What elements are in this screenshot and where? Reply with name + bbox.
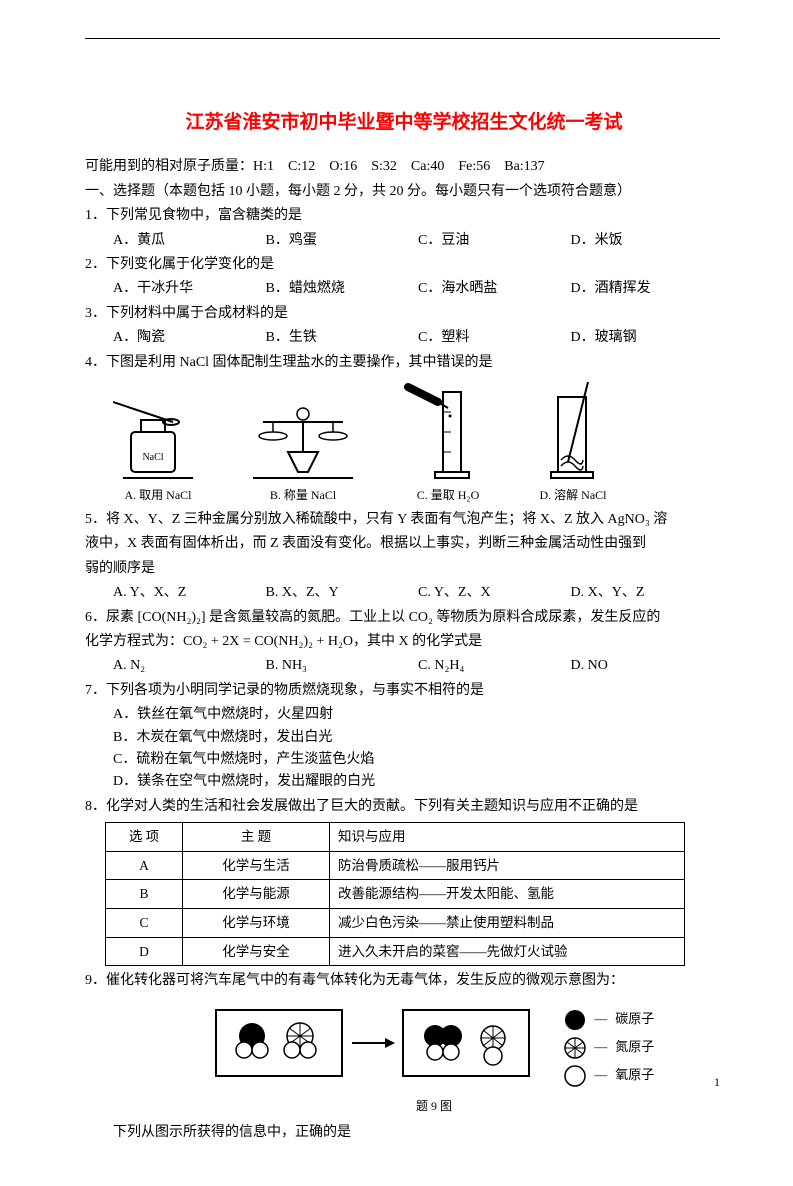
filled-circle-icon [564, 1009, 586, 1031]
q2-opt-a: A．干冰升华 [113, 278, 266, 300]
legend-carbon: —碳原子 [564, 1009, 654, 1031]
q4-cap-a: A. 取用 NaCl [113, 486, 203, 505]
q4-stem: 4．下图是利用 NaCl 固体配制生理盐水的主要操作，其中错误的是 [85, 352, 723, 374]
q2-stem: 2．下列变化属于化学变化的是 [85, 254, 723, 276]
exam-page: 江苏省淮安市初中毕业暨中等学校招生文化统一考试 可能用到的相对原子质量：H:1 … [0, 0, 793, 1186]
q5-opt-b: B. X、Z、Y [266, 582, 419, 604]
q9-figure: —碳原子 —氮原子 —氧原子 题 9 图 [145, 1003, 723, 1116]
legend-carbon-label: 碳原子 [615, 1009, 654, 1030]
q4-cap-b: B. 称量 NaCl [243, 486, 363, 505]
q7-stem: 7．下列各项为小明同学记录的物质燃烧现象，与事实不相符的是 [85, 680, 723, 702]
q2-opt-c: C．海水晒盐 [418, 278, 571, 300]
empty-circle-icon [564, 1065, 586, 1087]
q4-fig-c: C. 量取 H₂O [403, 382, 493, 505]
q2-opt-b: B．蜡烛燃烧 [266, 278, 419, 300]
q6-opt-c: C. N₂H₄ [418, 655, 571, 677]
q8-r0c2: 防治骨质疏松——服用钙片 [330, 851, 685, 880]
q8-r1c1: 化学与能源 [183, 880, 330, 909]
q5-opt-a: A. Y、X、Z [113, 582, 266, 604]
graduated-cylinder-dropper-icon [403, 382, 493, 482]
q7-sub-d: D．镁条在空气中燃烧时，发出耀眼的白光 [113, 771, 723, 793]
q6-opt-d: D. NO [571, 655, 724, 677]
q6-opt-b: B. NH₃ [266, 655, 419, 677]
q8-r3c0: D [106, 937, 183, 966]
q8-head-1: 主 题 [183, 823, 330, 852]
q1-opt-a: A．黄瓜 [113, 230, 266, 252]
q6-opt-a: A. N₂ [113, 655, 266, 677]
q5-options: A. Y、X、Z B. X、Z、Y C. Y、Z、X D. X、Y、Z [113, 582, 723, 604]
hatched-circle-icon [564, 1037, 586, 1059]
q5-opt-c: C. Y、Z、X [418, 582, 571, 604]
q4-fig-b: B. 称量 NaCl [243, 392, 363, 505]
page-number: 1 [714, 1073, 720, 1092]
table-row: D 化学与安全 进入久未开启的菜窖——先做灯火试验 [106, 937, 685, 966]
q5-stem-1: 5．将 X、Y、Z 三种金属分别放入稀硫酸中，只有 Y 表面有气泡产生；将 X、… [85, 509, 723, 531]
table-row: B 化学与能源 改善能源结构——开发太阳能、氢能 [106, 880, 685, 909]
q8-r3c2: 进入久未开启的菜窖——先做灯火试验 [330, 937, 685, 966]
product-box-icon [401, 1008, 531, 1088]
q1-opt-d: D．米饭 [571, 230, 724, 252]
exam-title: 江苏省淮安市初中毕业暨中等学校招生文化统一考试 [85, 108, 723, 138]
q6-stem-1: 6．尿素 [CO(NH₂)₂] 是含氮量较高的氮肥。工业上以 CO₂ 等物质为原… [85, 607, 723, 629]
legend-nitrogen-label: 氮原子 [615, 1037, 654, 1058]
q1-stem: 1．下列常见食物中，富含糖类的是 [85, 205, 723, 227]
q3-opt-a: A．陶瓷 [113, 327, 266, 349]
q7-sub-c: C．硫粉在氧气中燃烧时，产生淡蓝色火焰 [113, 749, 723, 771]
q8-r0c0: A [106, 851, 183, 880]
table-row: A 化学与生活 防治骨质疏松——服用钙片 [106, 851, 685, 880]
q8-head-0: 选 项 [106, 823, 183, 852]
q5-stem-2: 液中，X 表面有固体析出，而 Z 表面没有变化。根据以上事实，判断三种金属活动性… [85, 533, 723, 555]
reactant-box-icon [214, 1008, 344, 1088]
legend-oxygen-label: 氧原子 [615, 1065, 654, 1086]
q7-sub-a: A．铁丝在氧气中燃烧时，火星四射 [113, 704, 723, 726]
q8-r0c1: 化学与生活 [183, 851, 330, 880]
svg-text:NaCl: NaCl [142, 452, 163, 463]
q3-opt-b: B．生铁 [266, 327, 419, 349]
q2-opt-d: D．酒精挥发 [571, 278, 724, 300]
q8-r1c0: B [106, 880, 183, 909]
q4-cap-d: D. 溶解 NaCl [533, 486, 613, 505]
q3-stem: 3．下列材料中属于合成材料的是 [85, 303, 723, 325]
legend-nitrogen: —氮原子 [564, 1037, 654, 1059]
q5-stem-3: 弱的顺序是 [85, 558, 723, 580]
top-horizontal-rule [85, 38, 720, 39]
q1-opt-b: B．鸡蛋 [266, 230, 419, 252]
q3-options: A．陶瓷 B．生铁 C．塑料 D．玻璃钢 [113, 327, 723, 349]
atomic-mass-line: 可能用到的相对原子质量：H:1 C:12 O:16 S:32 Ca:40 Fe:… [85, 156, 723, 178]
q5-opt-d: D. X、Y、Z [571, 582, 724, 604]
legend-oxygen: —氧原子 [564, 1065, 654, 1087]
q4-fig-a: NaCl A. 取用 NaCl [113, 392, 203, 505]
q9-tail: 下列从图示所获得的信息中，正确的是 [113, 1122, 723, 1144]
q6-stem-2: 化学方程式为：CO₂ + 2X = CO(NH₂)₂ + H₂O，其中 X 的化… [85, 631, 723, 653]
balance-scale-icon [243, 392, 363, 482]
q4-cap-c: C. 量取 H₂O [403, 486, 493, 505]
q2-options: A．干冰升华 B．蜡烛燃烧 C．海水晒盐 D．酒精挥发 [113, 278, 723, 300]
table-row: C 化学与环境 减少白色污染——禁止使用塑料制品 [106, 908, 685, 937]
q8-r2c2: 减少白色污染——禁止使用塑料制品 [330, 908, 685, 937]
q4-fig-d: D. 溶解 NaCl [533, 382, 613, 505]
q4-figure-row: NaCl A. 取用 NaCl B. 称量 NaCl [113, 382, 723, 505]
q1-opt-c: C．豆油 [418, 230, 571, 252]
bottle-spoon-icon: NaCl [113, 392, 203, 482]
q8-r3c1: 化学与安全 [183, 937, 330, 966]
q7-sub-b: B．木炭在氧气中燃烧时，发出白光 [113, 727, 723, 749]
arrow-right-icon [347, 1008, 397, 1088]
q9-legend: —碳原子 —氮原子 —氧原子 [564, 1003, 654, 1093]
q9-stem: 9．催化转化器可将汽车尾气中的有毒气体转化为无毒气体，发生反应的微观示意图为： [85, 970, 723, 992]
q6-options: A. N₂ B. NH₃ C. N₂H₄ D. NO [113, 655, 723, 677]
q3-opt-c: C．塑料 [418, 327, 571, 349]
cylinder-stirring-icon [533, 382, 613, 482]
q8-r2c1: 化学与环境 [183, 908, 330, 937]
q1-options: A．黄瓜 B．鸡蛋 C．豆油 D．米饭 [113, 230, 723, 252]
q8-r1c2: 改善能源结构——开发太阳能、氢能 [330, 880, 685, 909]
section-1-header: 一、选择题（本题包括 10 小题，每小题 2 分，共 20 分。每小题只有一个选… [85, 181, 723, 203]
q8-head-2: 知识与应用 [330, 823, 685, 852]
q8-table: 选 项 主 题 知识与应用 A 化学与生活 防治骨质疏松——服用钙片 B 化学与… [105, 822, 685, 966]
q9-caption: 题 9 图 [145, 1097, 723, 1116]
q8-stem: 8．化学对人类的生活和社会发展做出了巨大的贡献。下列有关主题知识与应用不正确的是 [85, 796, 723, 818]
table-row: 选 项 主 题 知识与应用 [106, 823, 685, 852]
q8-r2c0: C [106, 908, 183, 937]
q3-opt-d: D．玻璃钢 [571, 327, 724, 349]
